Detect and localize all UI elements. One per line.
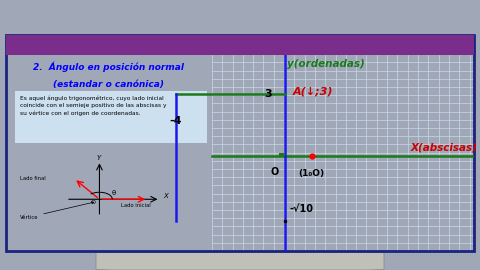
Bar bbox=[6, 35, 474, 55]
Text: X: X bbox=[163, 193, 168, 199]
Bar bbox=[15, 91, 207, 143]
Text: O: O bbox=[91, 200, 96, 205]
Text: Vértice: Vértice bbox=[20, 202, 94, 220]
Text: Es aquel ángulo trigonométrico, cuyo lado inicial
coincide con el semieje positi: Es aquel ángulo trigonométrico, cuyo lad… bbox=[20, 96, 166, 116]
Text: (estandar o canónica): (estandar o canónica) bbox=[53, 80, 164, 89]
Text: A(↓;3): A(↓;3) bbox=[293, 87, 334, 97]
Bar bbox=[279, 153, 285, 156]
FancyBboxPatch shape bbox=[96, 252, 384, 270]
Text: X(abscisas): X(abscisas) bbox=[411, 143, 478, 153]
Text: -4: -4 bbox=[169, 116, 182, 126]
Text: 3: 3 bbox=[264, 89, 272, 100]
Text: (1₀O): (1₀O) bbox=[299, 169, 325, 178]
Text: -√10: -√10 bbox=[289, 204, 313, 214]
Text: Lado final: Lado final bbox=[20, 176, 46, 181]
Text: Y: Y bbox=[96, 155, 101, 161]
Text: y(ordenadas): y(ordenadas) bbox=[287, 59, 365, 69]
Text: θ: θ bbox=[111, 190, 115, 196]
Text: O: O bbox=[270, 167, 278, 177]
Text: Lado inicial: Lado inicial bbox=[121, 204, 151, 208]
Text: 2.  Ángulo en posición normal: 2. Ángulo en posición normal bbox=[33, 61, 184, 72]
